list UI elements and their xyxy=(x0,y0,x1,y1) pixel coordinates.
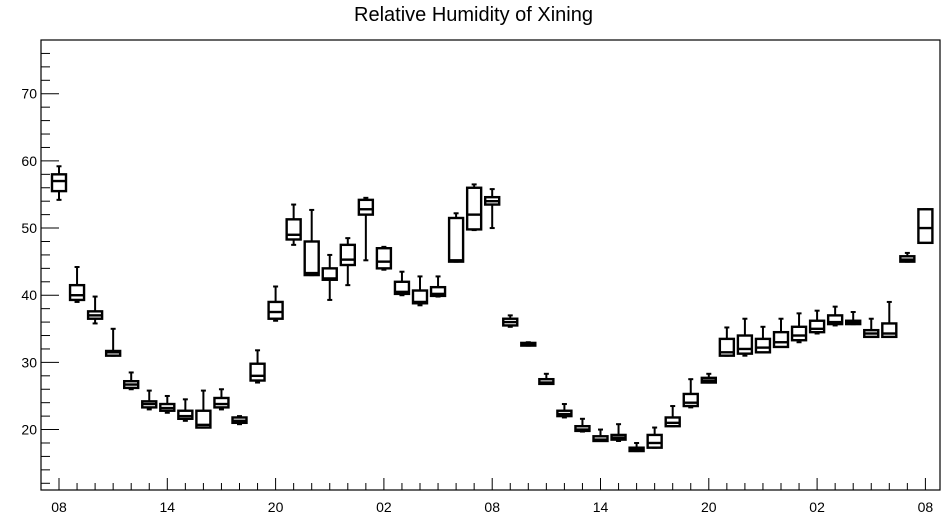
box-iqr xyxy=(826,314,844,326)
box-22 xyxy=(447,212,465,263)
box-38 xyxy=(736,317,754,357)
box-iqr xyxy=(917,208,934,245)
box-iqr xyxy=(50,173,68,193)
box-44 xyxy=(845,311,862,326)
tick-labels: 20 30 40 50 60 70 08 14 20 02 08 14 20 02 08 xyxy=(21,86,933,515)
plot-frame xyxy=(40,39,941,491)
box-48 xyxy=(917,208,934,245)
box-8 xyxy=(195,389,212,429)
y-tick-label: 60 xyxy=(21,153,37,169)
box-6 xyxy=(159,394,176,414)
chart-title: Relative Humidity of Xining xyxy=(354,4,593,26)
box-37 xyxy=(718,326,736,357)
box-45 xyxy=(863,317,880,339)
box-iqr xyxy=(790,325,808,342)
y-tick-label: 40 xyxy=(21,287,37,303)
box-iqr xyxy=(772,330,790,349)
box-34 xyxy=(664,405,681,428)
box-iqr xyxy=(195,409,212,429)
box-20 xyxy=(411,275,429,307)
box-30 xyxy=(592,428,609,443)
box-iqr xyxy=(321,267,338,281)
x-tick-label: 20 xyxy=(268,499,284,515)
box-10 xyxy=(231,415,248,426)
x-tick-label: 20 xyxy=(701,499,717,515)
box-series xyxy=(50,165,934,453)
box-iqr xyxy=(213,396,230,409)
box-iqr xyxy=(411,289,429,305)
box-iqr xyxy=(357,198,375,216)
y-tick-label: 30 xyxy=(21,354,37,370)
box-9 xyxy=(213,388,230,411)
box-iqr xyxy=(375,247,393,270)
box-46 xyxy=(881,300,898,339)
y-tick-label: 50 xyxy=(21,220,37,236)
box-15 xyxy=(321,253,338,301)
box-25 xyxy=(502,314,519,328)
box-29 xyxy=(574,417,591,433)
box-3 xyxy=(104,327,122,357)
box-13 xyxy=(285,203,302,246)
box-7 xyxy=(177,398,194,422)
box-iqr xyxy=(465,186,483,231)
axis-ticks xyxy=(41,52,926,490)
x-tick-label: 08 xyxy=(918,499,934,515)
box-43 xyxy=(826,305,844,327)
box-iqr xyxy=(177,409,194,421)
box-14 xyxy=(303,208,320,277)
x-tick-label: 08 xyxy=(51,499,67,515)
box-iqr xyxy=(682,392,699,408)
box-28 xyxy=(556,403,573,419)
box-4 xyxy=(122,371,140,391)
box-35 xyxy=(682,378,699,409)
box-0 xyxy=(50,165,68,201)
box-36 xyxy=(700,372,717,384)
box-31 xyxy=(610,423,627,442)
box-47 xyxy=(899,251,916,263)
box-5 xyxy=(141,389,158,411)
box-iqr xyxy=(881,322,898,339)
box-iqr xyxy=(754,337,772,354)
box-24 xyxy=(484,188,501,230)
box-iqr xyxy=(808,319,826,334)
box-26 xyxy=(520,341,537,347)
box-32 xyxy=(628,441,645,453)
x-tick-label: 02 xyxy=(809,499,825,515)
box-42 xyxy=(808,309,826,335)
box-iqr xyxy=(249,362,266,382)
x-tick-label: 08 xyxy=(484,499,500,515)
box-iqr xyxy=(736,334,754,355)
y-tick-label: 70 xyxy=(21,86,37,102)
box-17 xyxy=(357,196,375,262)
box-iqr xyxy=(68,283,86,302)
box-iqr xyxy=(339,243,356,267)
box-1 xyxy=(68,266,86,303)
box-12 xyxy=(267,285,284,322)
box-iqr xyxy=(267,300,284,320)
box-iqr xyxy=(447,216,465,263)
box-41 xyxy=(790,312,808,344)
box-iqr xyxy=(285,218,302,241)
x-tick-label: 14 xyxy=(593,499,609,515)
y-tick-label: 20 xyxy=(21,422,37,438)
x-tick-label: 02 xyxy=(376,499,392,515)
box-40 xyxy=(772,317,790,349)
box-iqr xyxy=(646,433,663,449)
box-iqr xyxy=(429,285,447,298)
box-27 xyxy=(538,372,555,386)
box-33 xyxy=(646,426,663,449)
x-tick-label: 14 xyxy=(160,499,176,515)
box-21 xyxy=(429,275,447,298)
box-19 xyxy=(393,270,411,297)
box-2 xyxy=(86,295,104,325)
box-16 xyxy=(339,237,356,287)
box-18 xyxy=(375,245,393,271)
box-39 xyxy=(754,325,772,354)
box-23 xyxy=(465,183,483,232)
box-11 xyxy=(249,349,266,384)
box-iqr xyxy=(303,240,320,277)
